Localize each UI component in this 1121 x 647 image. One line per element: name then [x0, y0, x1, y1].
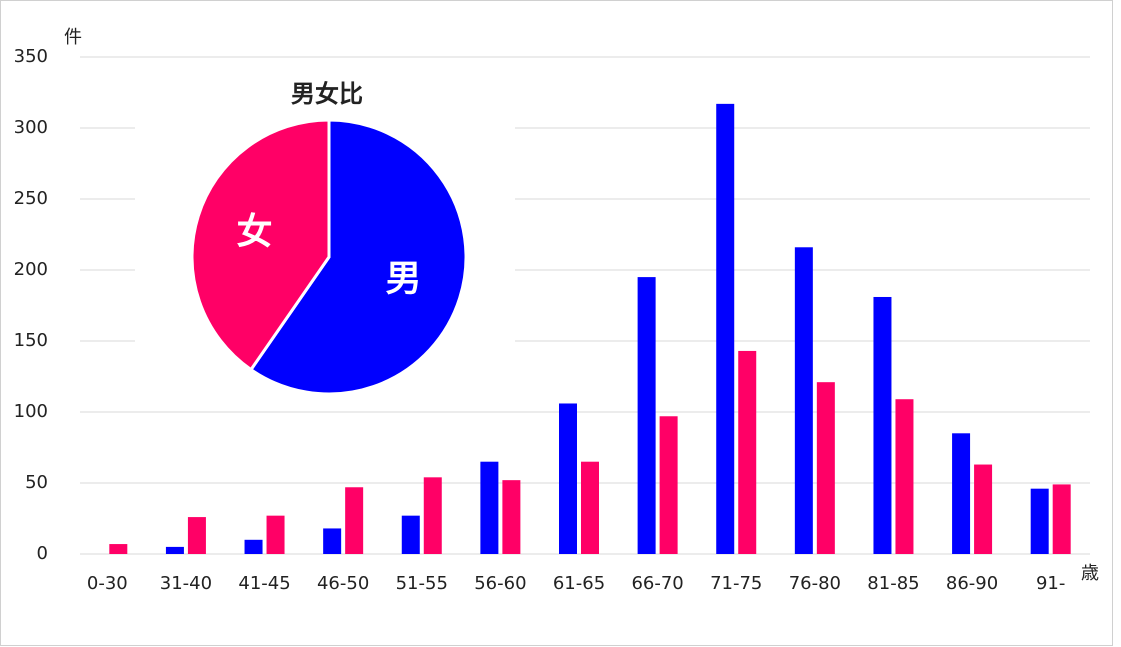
y-tick-label: 50 [25, 472, 48, 493]
pie-title: 男女比 [291, 80, 363, 108]
bar [187, 517, 206, 554]
bar [738, 350, 757, 554]
x-tick-label: 76-80 [789, 573, 841, 594]
bar [502, 480, 521, 554]
x-tick-label: 31-40 [160, 573, 212, 594]
bar [1052, 484, 1071, 554]
bar [165, 546, 184, 554]
bar [345, 487, 364, 554]
x-tick-label: 41-45 [238, 573, 290, 594]
bar [659, 416, 678, 554]
bar [559, 403, 577, 554]
bar [794, 247, 813, 554]
x-tick-label: 51-55 [396, 573, 448, 594]
y-tick-label: 250 [14, 188, 48, 209]
x-tick-label: 46-50 [317, 573, 369, 594]
bar [423, 477, 442, 554]
x-tick-label: 56-60 [474, 573, 526, 594]
bar [109, 544, 128, 554]
pie-slice [190, 118, 331, 372]
bars [109, 103, 1071, 555]
y-tick-label: 100 [14, 401, 48, 422]
y-tick-label: 200 [14, 259, 48, 280]
bar [581, 461, 599, 554]
bar [401, 515, 420, 554]
bar [895, 399, 914, 554]
bar [873, 296, 892, 554]
x-tick-label: 71-75 [710, 573, 762, 594]
x-tick-label: 91- [1036, 573, 1065, 594]
pie-label: 男 [386, 258, 422, 299]
bar [480, 461, 499, 554]
pie-slice [248, 118, 468, 396]
y-tick-label: 150 [14, 330, 48, 351]
y-axis-label: 件 [64, 27, 82, 48]
bar [952, 433, 971, 554]
x-tick-label: 66-70 [631, 573, 683, 594]
y-tick-label: 0 [37, 543, 48, 564]
bar [323, 528, 342, 554]
bar [1030, 488, 1049, 554]
bar [716, 103, 735, 555]
bar [244, 539, 263, 554]
x-tick-label: 0-30 [87, 573, 128, 594]
y-tick-label: 350 [14, 46, 48, 67]
bar [637, 277, 656, 554]
pie: 男女 [190, 118, 468, 396]
y-tick-label: 300 [14, 117, 48, 138]
x-axis-label: 歳 [1081, 563, 1099, 584]
x-tick-label: 81-85 [867, 573, 919, 594]
bar [266, 515, 285, 554]
bar [816, 382, 835, 554]
x-tick-label: 61-65 [553, 573, 605, 594]
bar [974, 464, 993, 554]
x-tick-label: 86-90 [946, 573, 998, 594]
pie-label: 女 [236, 212, 272, 253]
